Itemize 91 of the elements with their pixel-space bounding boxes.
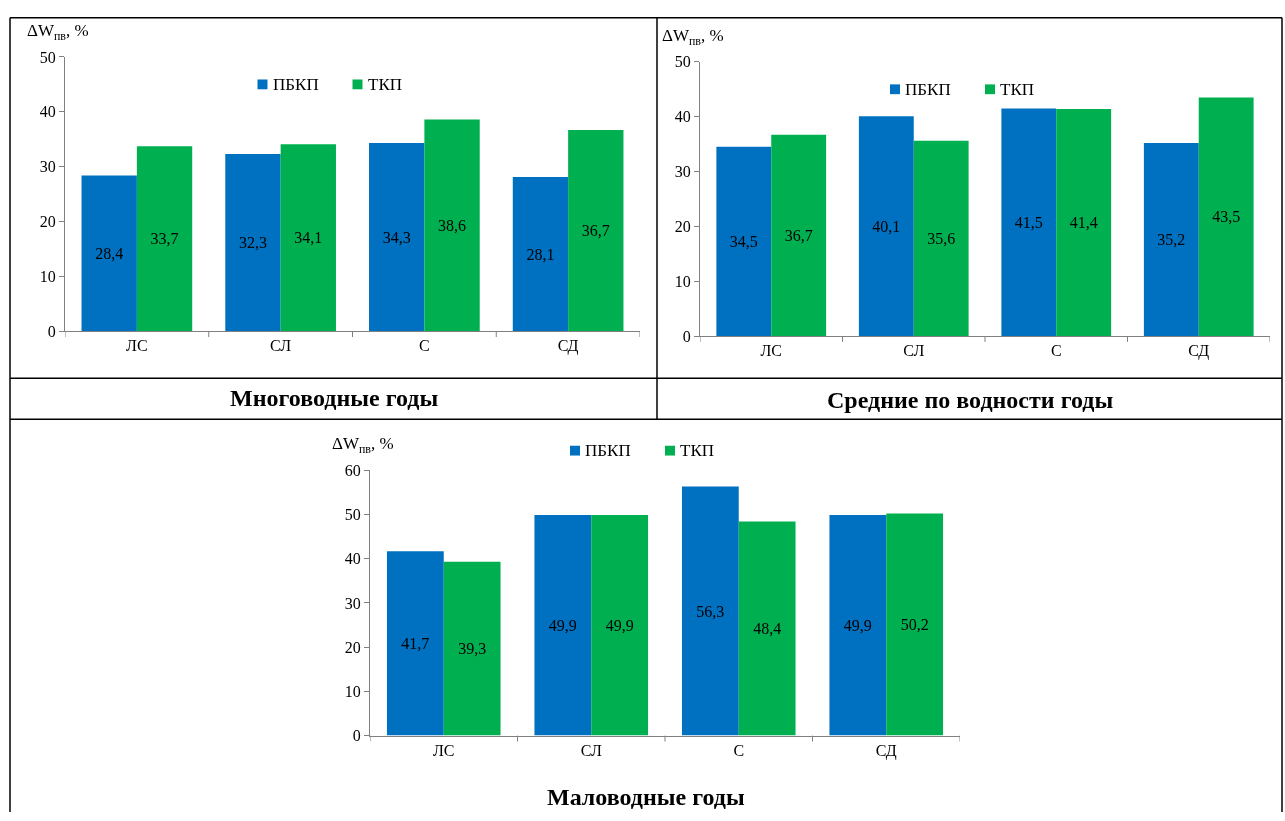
x-tick-label: СЛ [270,337,292,355]
bar [81,175,137,332]
y-tick-label: 50 [39,48,56,66]
bar [738,521,796,736]
data-label: 56,3 [696,602,725,620]
data-label: 33,7 [150,230,179,248]
y-tick-label: 10 [674,272,691,290]
x-tick-label: СД [557,337,579,356]
bar [534,514,592,736]
data-label: 41,7 [401,634,430,652]
data-label: 41,4 [1069,214,1098,232]
x-tick-label: СД [875,741,897,760]
bar [858,116,914,337]
y-tick-label: 10 [344,682,361,700]
x-tick-label: ЛС [432,741,455,759]
legend-label: ТКП [680,441,714,460]
y-tick-label: 0 [352,727,361,745]
x-tick-label: ЛС [126,337,148,355]
y-tick-label: 30 [344,594,361,612]
x-tick-label: С [1050,342,1062,360]
bar [568,129,624,332]
x-tick-label: С [733,741,745,759]
data-label: 36,7 [581,222,610,240]
data-label: 35,6 [927,229,956,247]
y-tick-label: 40 [39,103,56,121]
bar [1056,109,1112,337]
y-tick-label: 30 [39,158,56,176]
legend-label: ПБКП [585,441,631,460]
bar [886,513,944,736]
y-tick-label: 40 [674,108,691,126]
legend-label: ПБКП [905,80,951,99]
data-label: 28,4 [95,244,124,262]
legend-label: ТКП [368,75,402,94]
data-label: 38,6 [438,216,467,234]
bar [386,551,444,736]
bar [369,143,425,332]
bar [829,514,887,736]
x-tick-label: ЛС [760,342,783,360]
data-label: 49,9 [548,616,577,634]
y-tick-label: 20 [674,217,691,235]
data-label: 34,1 [294,229,323,247]
y-tick-label: 50 [674,53,691,71]
legend-label: ПБКП [273,75,319,94]
data-label: 34,3 [382,228,411,246]
bar [225,154,281,332]
text: Средние по водности годы [827,387,1114,413]
bar [1001,108,1057,337]
y-tick-label: 40 [344,550,361,568]
data-label: 34,5 [729,232,758,250]
bar [771,134,827,337]
text: Многоводные годы [230,385,439,411]
bar [424,119,480,332]
y-axis-title: ΔW$_{пв}$, % [27,21,89,43]
data-label: 39,3 [458,640,487,658]
data-label: 48,4 [753,620,782,638]
bar [280,144,336,332]
bar [591,514,649,736]
x-tick-label: СД [1188,342,1210,361]
bar [681,486,739,736]
bar [913,140,969,337]
bar [716,146,772,337]
y-tick-label: 20 [39,213,56,231]
x-tick-label: СЛ [580,741,602,759]
data-label: 35,2 [1157,231,1186,249]
data-label: 28,1 [526,245,555,263]
y-tick-label: 0 [682,327,691,345]
text: Маловодные годы [547,784,745,810]
bar [443,561,501,736]
y-tick-label: 0 [47,322,56,340]
y-tick-label: 10 [39,267,56,285]
x-tick-label: С [419,337,430,355]
bar [512,177,569,332]
y-tick-label: 50 [344,506,361,524]
y-axis-title: ΔW$_{пв}$, % [332,434,394,456]
y-tick-label: 30 [674,163,691,181]
data-label: 40,1 [872,217,901,235]
y-axis-title: ΔW$_{пв}$, % [662,26,724,48]
bar [1198,97,1254,337]
bar [1143,143,1199,337]
data-label: 41,5 [1014,213,1043,231]
x-tick-label: СЛ [903,342,925,360]
legend-label: ТКП [1000,80,1034,99]
y-tick-label: 20 [344,638,361,656]
bar [136,146,193,332]
y-tick-label: 60 [344,461,361,479]
data-label: 43,5 [1212,208,1241,226]
data-label: 32,3 [238,234,267,252]
data-label: 49,9 [605,616,634,634]
data-label: 36,7 [784,226,813,244]
data-label: 50,2 [900,616,929,634]
data-label: 49,9 [843,616,872,634]
